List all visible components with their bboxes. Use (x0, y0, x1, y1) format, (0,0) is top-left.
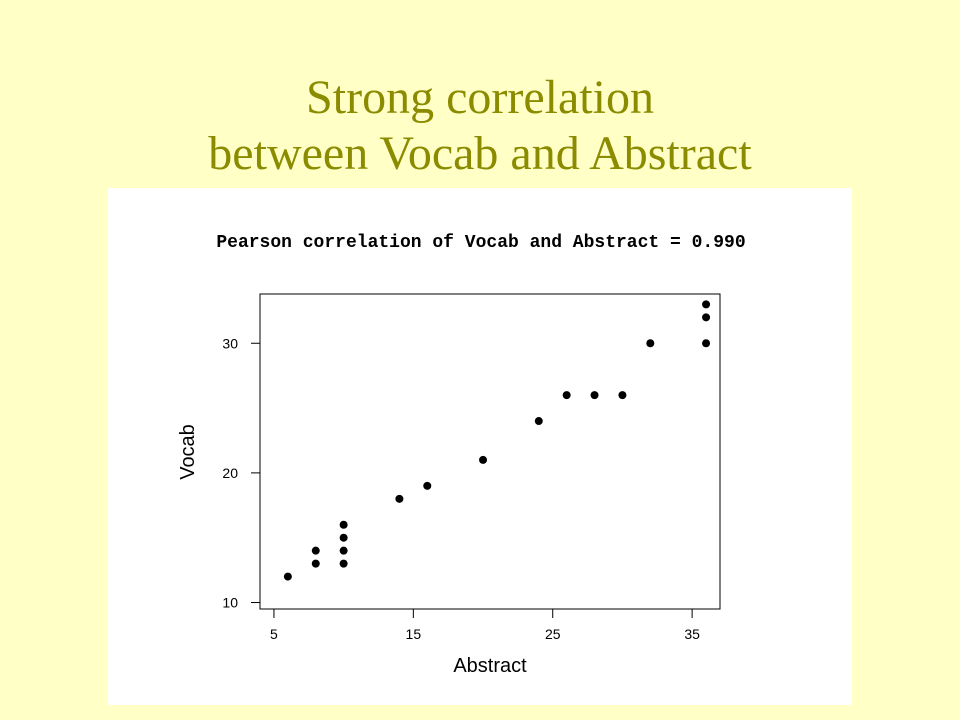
data-point-9 (479, 455, 488, 464)
chart-title: Pearson correlation of Vocab and Abstrac… (216, 233, 745, 253)
y-axis: 10 20 30 (222, 335, 260, 611)
y-tick-label-0: 10 (222, 595, 238, 611)
data-point-0 (283, 572, 292, 581)
data-point-6 (339, 520, 348, 529)
data-point-7 (395, 494, 404, 503)
data-point-2 (311, 546, 320, 555)
data-point-12 (590, 391, 599, 400)
y-tick-label-2: 30 (222, 335, 238, 351)
x-tick-label-3: 35 (684, 626, 700, 642)
slide-title: Strong correlation between Vocab and Abs… (0, 70, 960, 182)
data-point-5 (339, 533, 348, 542)
data-point-1 (311, 559, 320, 568)
scatter-chart: Pearson correlation of Vocab and Abstrac… (177, 233, 746, 677)
data-point-15 (702, 339, 711, 348)
slide-title-line-1: Strong correlation (306, 71, 654, 124)
data-point-17 (702, 300, 711, 309)
y-tick-label-1: 20 (222, 465, 238, 481)
data-point-4 (339, 546, 348, 555)
x-tick-label-2: 25 (545, 626, 561, 642)
y-axis-label: Vocab (177, 424, 199, 480)
chart-panel: Pearson correlation of Vocab and Abstrac… (108, 188, 852, 705)
x-axis: 5 15 25 35 (270, 609, 700, 642)
x-tick-label-0: 5 (270, 626, 278, 642)
data-point-16 (702, 313, 711, 322)
data-point-13 (618, 391, 627, 400)
data-point-11 (562, 391, 571, 400)
x-tick-label-1: 15 (406, 626, 422, 642)
x-axis-label: Abstract (453, 655, 527, 677)
plot-frame (259, 293, 721, 610)
data-point-14 (646, 339, 655, 348)
slide-title-line-2: between Vocab and Abstract (208, 127, 752, 180)
data-points (283, 300, 711, 581)
data-point-8 (423, 481, 432, 490)
data-point-10 (534, 417, 543, 426)
data-point-3 (339, 559, 348, 568)
